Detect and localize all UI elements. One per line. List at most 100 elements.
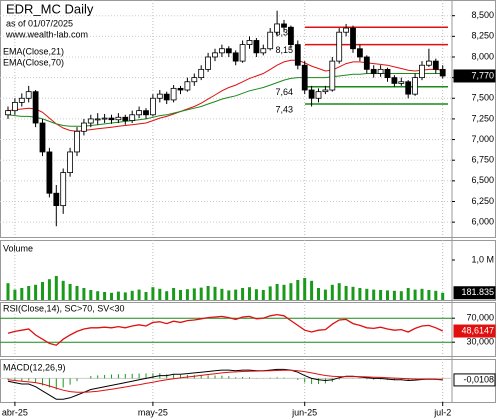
ema-line [7,73,443,127]
y-tick-label: 8,500 [471,10,494,20]
x-tick-label: may-25 [138,407,168,417]
histogram-bar [55,378,57,390]
candle-body [25,91,32,99]
value-box [453,324,496,338]
candle-body [122,116,129,121]
level-label: 7,64 [275,87,293,97]
volume-bar [275,284,279,300]
histogram-bar [180,374,181,379]
y-tick-label: 70,000 [466,313,494,323]
volume-bar [399,291,403,300]
histogram-bar [76,378,78,382]
volume-bar [227,290,231,300]
volume-bar [254,289,258,300]
macd-line [7,368,443,400]
volume-bar [116,291,120,300]
volume-bar [89,290,93,300]
candle-body [294,44,301,66]
candle-body [115,116,122,121]
value-box [453,286,496,300]
volume-bar [330,284,334,300]
candle-body [18,97,25,103]
chart-title: EDR_MC Daily [6,1,94,16]
candle-body [253,40,260,54]
histogram-bar [221,375,223,379]
histogram-bar [145,373,147,379]
histogram-bar [131,373,133,379]
volume-bar [282,284,286,300]
volume-bar [261,290,265,300]
value-box-label: 7,770 [471,70,494,80]
volume-bar [303,278,307,300]
histogram-bar [400,378,402,380]
histogram-bar [97,375,99,379]
histogram-bar [104,374,106,379]
histogram-bar [207,375,209,379]
candle-body [60,172,67,207]
volume-bar [323,289,327,300]
macd-line [7,369,443,393]
histogram-bar [242,377,244,379]
volume-bar [234,289,238,300]
histogram-bar [200,375,202,379]
volume-bar [75,286,79,300]
histogram-bar [269,377,271,379]
histogram-bar [14,378,16,381]
volume-bar [137,289,141,300]
legend-entry: EMA(Close,21) [3,46,64,56]
candle-body [101,117,108,120]
x-tick-label: jun-25 [291,407,317,417]
panel-title: RSI(Close,14), SC>70, SV<30 [3,303,125,313]
candle-body [308,89,315,99]
candle-body [425,60,432,66]
histogram-bar [138,373,140,379]
candle-body [274,23,281,33]
volume-bar [220,288,224,300]
y-tick-label: 6,500 [471,175,494,185]
histogram-bar [373,378,375,380]
candle-body [212,52,218,58]
candle-body [384,68,391,79]
candle-body [205,56,212,70]
volume-bar [103,292,107,300]
histogram-bar [48,378,50,388]
histogram-bar [318,378,319,384]
volume-bar [110,292,113,300]
value-box-label: 48,6147 [461,325,494,335]
volume-bar [372,289,376,300]
volume-bar [213,286,217,300]
legend-entry: EMA(Close,70) [3,57,64,67]
volume-bar [241,288,245,300]
candle-body [143,110,149,116]
volume-bar [268,286,272,300]
volume-bar [6,283,10,300]
histogram-bar [193,375,195,379]
volume-bar [427,290,431,300]
candle-body [398,81,405,84]
candle-body [46,151,53,194]
volume-bar [179,290,182,300]
volume-bar [248,287,251,300]
histogram-bar [249,377,250,379]
volume-bar [68,284,72,300]
candle-body [412,77,419,95]
histogram-bar [311,378,313,384]
candle-body [74,130,80,153]
candle-body [53,192,60,207]
volume-bar [130,290,134,300]
candle-body [405,81,412,95]
histogram-bar [304,378,306,383]
histogram-bar [297,378,299,380]
volume-bar [358,288,362,300]
y-tick-label: 7,500 [471,93,494,103]
candle-body [350,27,356,50]
panel-title: MACD(12,26,9) [3,362,66,372]
candle-body [149,97,156,116]
level-label: 7,43 [275,104,293,114]
candle-body [225,48,232,54]
candle-body [177,87,184,91]
ema-line [7,59,443,132]
volume-bar [296,280,300,300]
candle-body [315,91,322,99]
value-box-label: 181.835 [461,287,494,297]
